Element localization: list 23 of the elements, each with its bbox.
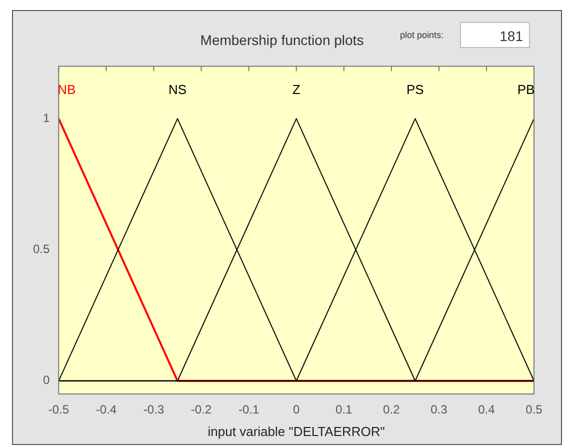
x-tick-label: -0.5 — [48, 402, 70, 417]
y-tick-label: 0 — [42, 373, 50, 388]
chart-title: Membership function plots — [200, 32, 364, 48]
series-label: PB — [517, 82, 535, 97]
y-tick-label: 0.5 — [32, 242, 50, 256]
x-tick-label: 0.3 — [430, 402, 448, 417]
input-field: 181 — [460, 22, 530, 48]
x-tick-label: 0.4 — [478, 402, 496, 417]
series-label: Z — [292, 82, 300, 97]
text: plot points: — [400, 30, 444, 40]
series-label: PS — [406, 82, 424, 97]
x-tick-label: -0.2 — [190, 402, 212, 417]
x-tick-label: 0.2 — [383, 402, 400, 417]
x-tick-label: -0.4 — [96, 402, 117, 417]
x-tick-label: -0.3 — [143, 402, 164, 417]
series-label: NB — [58, 82, 76, 97]
x-tick-label: 0.5 — [526, 402, 543, 417]
y-tick-label: 1 — [42, 110, 50, 125]
x-tick-label: 0.1 — [336, 402, 353, 417]
x-axis-title: input variable "DELTAERROR" — [208, 424, 386, 439]
x-tick-label: -0.1 — [238, 402, 260, 417]
x-tick-label: 0 — [292, 402, 300, 417]
series-label: NS — [168, 82, 187, 97]
